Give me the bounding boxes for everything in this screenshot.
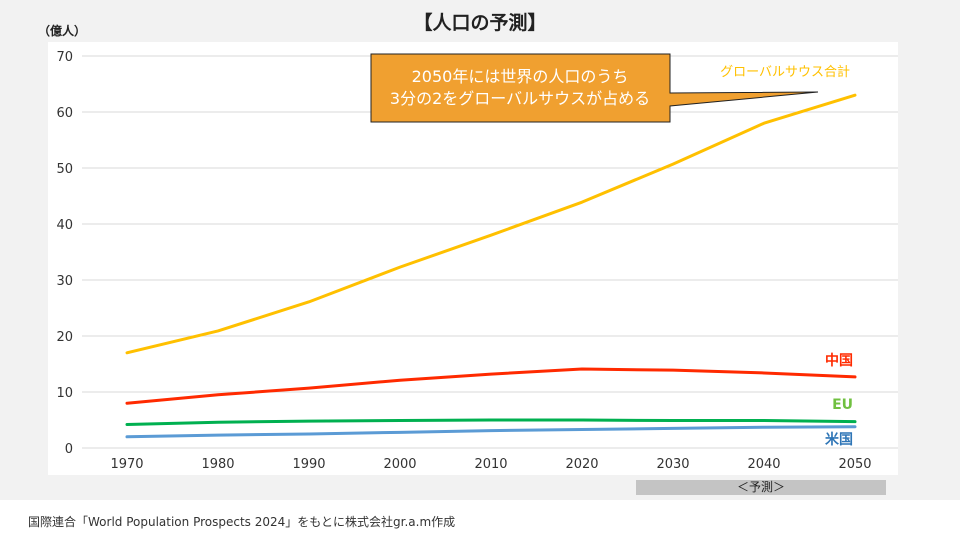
x-tick-label: 2020 xyxy=(565,457,598,472)
series-line xyxy=(125,93,857,355)
callout-text-line: 3分の2をグローバルサウスが占める xyxy=(390,89,650,108)
x-tick-label: 1990 xyxy=(292,457,325,472)
source-note: 国際連合「World Population Prospects 2024」をもと… xyxy=(28,515,456,529)
y-tick-labels: 0 10 20 30 40 50 60 70 xyxy=(56,50,73,457)
y-tick-label: 50 xyxy=(56,162,73,177)
series-label: 米国 xyxy=(825,431,853,448)
x-tick-label: 2040 xyxy=(747,457,780,472)
x-tick-label: 2050 xyxy=(838,457,871,472)
series-lines xyxy=(125,93,857,439)
x-tick-label: 2000 xyxy=(383,457,416,472)
y-tick-label: 70 xyxy=(56,50,73,65)
series-label: EU xyxy=(832,397,853,413)
series-line xyxy=(125,425,857,439)
chart-title: 【人口の予測】 xyxy=(413,12,547,34)
gridlines xyxy=(82,55,898,449)
y-tick-label: 20 xyxy=(56,330,73,345)
x-tick-label: 2030 xyxy=(656,457,689,472)
callout-text-line: 2050年には世界の人口のうち xyxy=(412,67,629,86)
y-tick-label: 30 xyxy=(56,274,73,289)
x-tick-label: 1980 xyxy=(201,457,234,472)
y-axis-unit-label: （億人） xyxy=(38,24,87,38)
x-tick-labels: 1970 1980 1990 2000 2010 2020 2030 2040 2050 xyxy=(110,457,871,472)
x-tick-label: 1970 xyxy=(110,457,143,472)
callout-shape xyxy=(370,53,819,123)
forecast-period-label: ＜予測＞ xyxy=(636,480,886,495)
y-tick-label: 0 xyxy=(65,442,73,457)
series-label: 中国 xyxy=(825,352,853,369)
series-label: グローバルサウス合計 xyxy=(720,64,850,80)
y-tick-label: 10 xyxy=(56,386,73,401)
series-line xyxy=(125,367,857,405)
y-tick-label: 60 xyxy=(56,106,73,121)
series-line xyxy=(125,418,857,426)
x-tick-label: 2010 xyxy=(474,457,507,472)
y-tick-label: 40 xyxy=(56,218,73,233)
annotation-callout: 2050年には世界の人口のうち 3分の2をグローバルサウスが占める xyxy=(370,53,819,123)
